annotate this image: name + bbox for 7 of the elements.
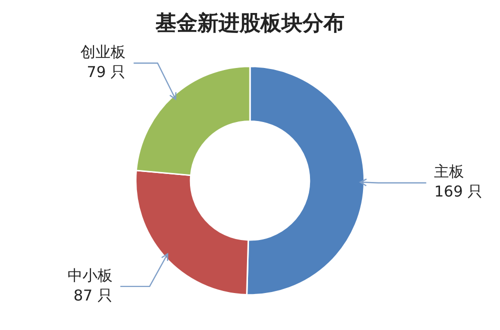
slice-label: 创业板 (80, 42, 126, 61)
data-label: 169 只 (434, 182, 483, 201)
data-label: 79 只 (86, 62, 126, 81)
slice-label: 主板 (434, 162, 464, 181)
data-label: 87 只 (73, 286, 112, 304)
slice-label: 中小板 (67, 266, 112, 284)
chart-title: 基金新进股板块分布 (154, 11, 344, 36)
